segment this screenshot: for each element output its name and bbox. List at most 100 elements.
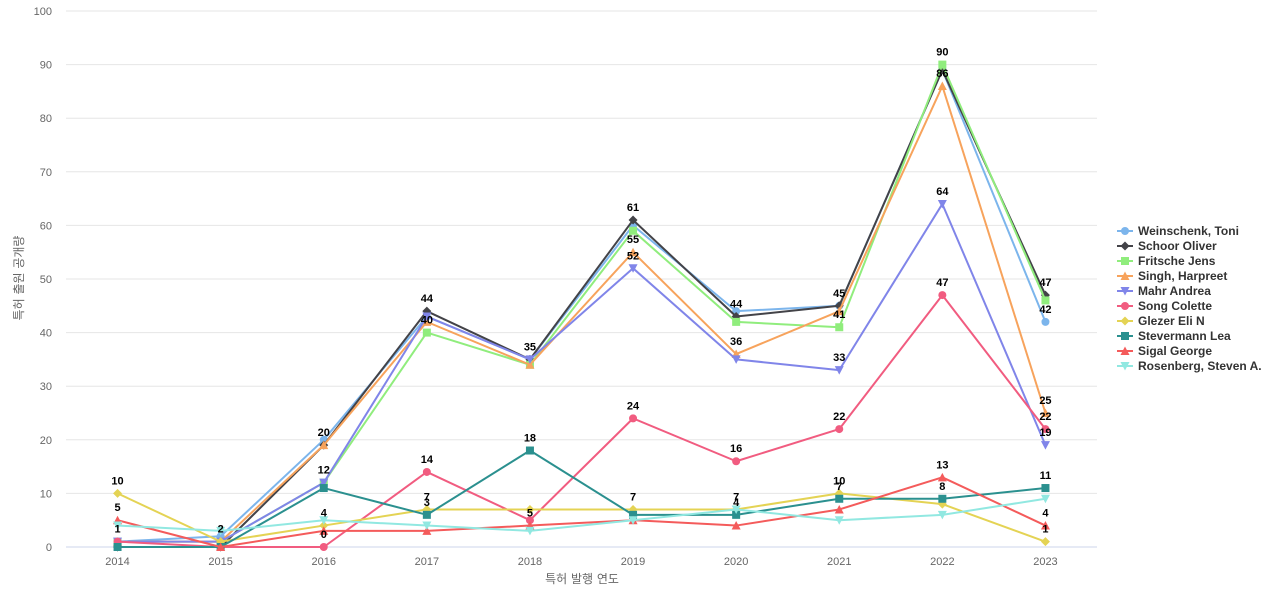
series-line [117,68,1047,543]
data-label: 55 [627,234,639,246]
data-point [1040,408,1050,417]
data-label: 19 [1039,427,1051,439]
data-point [216,526,226,536]
data-label: 1 [114,524,120,536]
series-line [117,449,1046,548]
data-label: 2 [218,524,224,536]
legend-item[interactable]: Stevermann Lea [1117,329,1231,343]
data-point [731,505,741,514]
legend-marker [1121,332,1129,340]
data-label: 47 [1039,277,1051,289]
series-3 [113,60,1050,546]
data-point [319,543,328,551]
data-point [938,60,947,69]
data-point [835,494,844,503]
data-label: 47 [936,277,948,289]
legend-label: Glezer Eli N [1138,314,1205,328]
data-point [938,494,947,503]
data-point [629,226,638,235]
x-tick-label: 2017 [415,556,439,568]
data-label: 5 [114,502,120,514]
legend-label: Rosenberg, Steven A. [1138,359,1262,373]
data-point [525,446,534,455]
data-point [732,457,741,466]
data-point [834,516,844,525]
data-label: 3 [424,497,430,509]
legend-item[interactable]: Mahr Andrea [1117,284,1211,298]
data-label: 7 [836,481,842,493]
legend-item[interactable]: Fritsche Jens [1117,254,1216,268]
x-tick-label: 2022 [930,556,954,568]
legend-item[interactable]: Song Colette [1117,299,1212,313]
data-label: 10 [833,475,845,487]
x-tick-label: 2015 [208,556,232,568]
data-point [1040,441,1050,450]
data-point [628,215,638,225]
x-tick-label: 2023 [1033,556,1057,568]
data-label: 7 [424,491,430,503]
x-tick-label: 2019 [621,556,645,568]
data-label: 12 [318,465,330,477]
data-label: 41 [833,309,845,321]
series-10 [113,494,1050,536]
data-label: 22 [1039,411,1051,423]
data-point [834,504,844,514]
data-label: 33 [833,352,845,364]
data-point [319,521,329,531]
series-line [117,497,1046,532]
data-point [1041,484,1050,493]
data-label: 18 [524,433,536,445]
data-label: 11 [1040,470,1052,482]
y-axis-title: 특허 출원 공개량 [12,236,26,321]
series-5 [113,199,1050,547]
data-point [732,307,741,316]
data-point [319,478,329,488]
data-label: 36 [730,336,742,348]
data-label: 16 [730,443,742,455]
series-line [117,476,1046,548]
data-point [525,360,535,369]
legend-marker [1120,271,1130,280]
legend-label: Schoor Oliver [1138,239,1217,253]
data-point [1040,494,1050,504]
data-point [835,323,844,332]
series-line [117,202,1047,543]
legend-label: Fritsche Jens [1138,254,1216,268]
data-point [731,521,741,530]
legend-label: Singh, Harpreet [1138,269,1227,283]
data-label: 10 [111,475,123,487]
data-point [1040,521,1050,530]
legend-marker [1120,346,1130,355]
data-label: 86 [936,68,948,80]
legend-item[interactable]: Rosenberg, Steven A. [1117,359,1262,373]
legend-item[interactable]: Singh, Harpreet [1117,269,1227,283]
legend-item[interactable]: Glezer Eli N [1117,314,1205,328]
x-tick-label: 2014 [105,556,129,568]
legend-item[interactable]: Weinschenk, Toni [1117,224,1239,238]
series-1 [113,65,1050,546]
data-label: 90 [936,47,948,59]
legend-label: Stevermann Lea [1138,329,1231,343]
series-line [117,68,1047,548]
data-label: 22 [833,411,845,423]
data-point [937,510,947,520]
data-point [629,414,638,423]
data-point [319,526,329,535]
data-point [113,543,122,551]
data-label: 20 [318,427,330,439]
legend-item[interactable]: Sigal George [1117,344,1212,358]
x-tick-label: 2020 [724,556,748,568]
data-label: 52 [627,250,639,262]
data-point [834,366,844,375]
legend-item[interactable]: Schoor Oliver [1117,239,1217,253]
data-label: 42 [1039,304,1051,316]
series-8 [113,446,1050,551]
data-point [422,317,432,326]
series-line [117,294,1047,548]
y-tick-label: 50 [40,274,52,286]
data-point [731,355,741,364]
data-label: 44 [421,293,434,305]
data-label: 13 [936,459,948,471]
